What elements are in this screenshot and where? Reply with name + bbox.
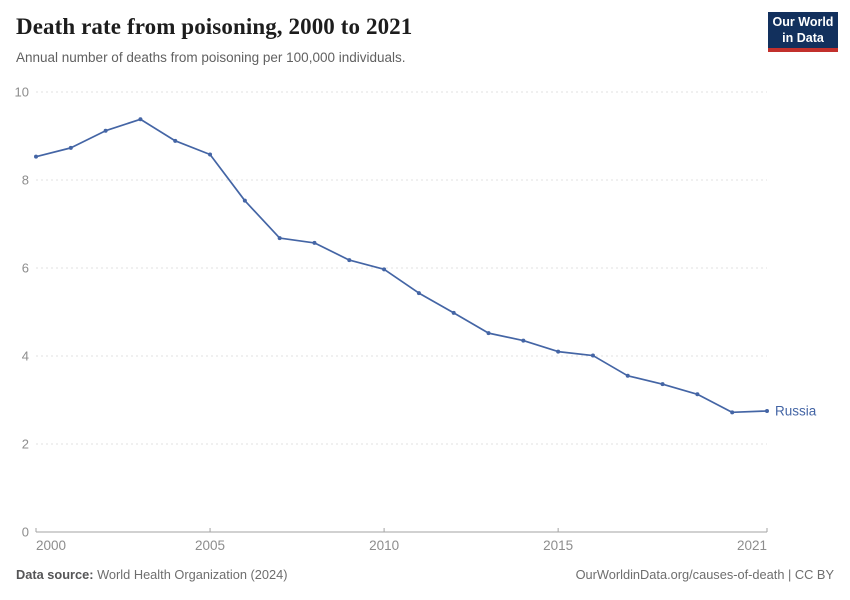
chart-subtitle: Annual number of deaths from poisoning p… [16, 50, 406, 65]
data-point[interactable] [382, 267, 387, 272]
chart-title: Death rate from poisoning, 2000 to 2021 [16, 14, 413, 39]
data-point[interactable] [208, 152, 213, 157]
y-tick-label: 8 [22, 173, 29, 188]
data-point[interactable] [625, 373, 630, 378]
data-point[interactable] [242, 198, 247, 203]
data-point[interactable] [556, 349, 561, 354]
y-tick-label: 10 [15, 85, 29, 100]
data-point[interactable] [312, 240, 317, 245]
credit-link[interactable]: OurWorldinData.org/causes-of-death | CC … [575, 567, 834, 582]
data-point[interactable] [277, 236, 282, 241]
data-point[interactable] [173, 138, 178, 143]
data-point[interactable] [730, 410, 735, 415]
data-point[interactable] [103, 128, 108, 133]
series-label-russia[interactable]: Russia [775, 404, 817, 419]
data-point[interactable] [416, 291, 421, 296]
data-point[interactable] [486, 331, 491, 336]
x-tick-label: 2010 [369, 538, 399, 553]
data-point[interactable] [695, 392, 700, 397]
x-tick-label: 2021 [737, 538, 767, 553]
data-point[interactable] [521, 338, 526, 343]
data-point[interactable] [34, 154, 38, 159]
data-point[interactable] [451, 310, 456, 315]
owid-logo-line1: Our World [772, 14, 834, 29]
x-tick-label: 2005 [195, 538, 225, 553]
owid-logo[interactable]: Our World in Data [768, 12, 838, 52]
data-point[interactable] [347, 258, 352, 263]
y-tick-label: 6 [22, 261, 29, 276]
x-tick-label: 2015 [543, 538, 573, 553]
series-line-russia[interactable] [35, 118, 768, 414]
data-point[interactable] [590, 353, 595, 358]
x-tick-label: 2000 [36, 538, 66, 553]
owid-logo-line2: in Data [782, 31, 824, 45]
data-point[interactable] [68, 145, 73, 150]
data-source-label: Data source: [16, 567, 94, 582]
y-tick-label: 4 [22, 349, 29, 364]
data-point[interactable] [765, 409, 769, 413]
data-point[interactable] [660, 382, 665, 387]
y-tick-label: 0 [22, 525, 29, 540]
data-point[interactable] [138, 117, 143, 122]
data-source: Data source: World Health Organization (… [16, 567, 287, 582]
y-tick-label: 2 [22, 437, 29, 452]
data-source-text: World Health Organization (2024) [93, 567, 288, 582]
